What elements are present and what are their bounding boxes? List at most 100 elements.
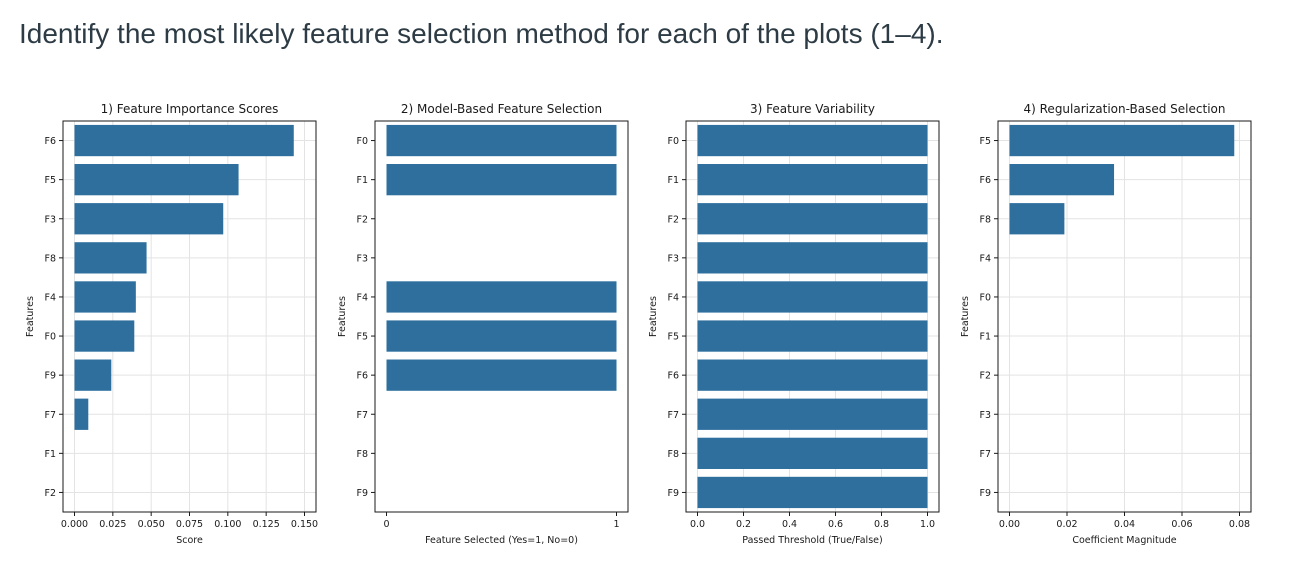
bar-f2 [697,203,928,235]
x-tick-label: 0.0 [690,519,705,530]
y-tick-label: F2 [979,371,991,382]
y-axis-label: Features [648,296,659,337]
x-tick-label: 0.00 [999,519,1020,530]
y-tick-label: F2 [667,214,679,225]
y-tick-label: F9 [979,488,991,499]
bar-f5 [1009,124,1235,157]
bar-f8 [697,437,928,469]
x-axis-label: Score [176,535,203,546]
x-axis-label: Passed Threshold (True/False) [742,535,882,546]
y-tick-label: F0 [667,136,679,147]
bar-f4 [386,281,617,313]
bar-f6 [386,359,617,391]
y-tick-label: F1 [356,175,368,186]
x-tick-label: 0.8 [874,519,889,530]
bar-f4 [697,281,928,313]
x-tick-label: 0.2 [736,519,751,530]
x-tick-label: 1 [613,519,619,530]
y-axis-label: Features [960,296,971,337]
bar-f8 [74,242,147,274]
bar-f6 [74,124,294,157]
y-tick-label: F4 [356,292,368,303]
y-tick-label: F9 [667,488,679,499]
y-axis-label: Features [25,296,36,337]
bar-f1 [386,164,617,196]
bar-f6 [1009,164,1115,196]
y-tick-label: F6 [44,136,56,147]
y-tick-label: F0 [44,332,56,343]
x-tick-label: 0.050 [138,519,165,530]
x-tick-label: 0.04 [1114,519,1135,530]
y-tick-label: F9 [44,371,56,382]
y-tick-label: F0 [979,292,991,303]
y-tick-label: F3 [44,214,56,225]
y-axis-label: Features [337,296,348,337]
bar-f8 [1009,203,1065,235]
y-tick-label: F6 [979,175,991,186]
bar-f5 [697,320,928,352]
bar-f6 [697,359,928,391]
y-tick-label: F3 [356,253,368,264]
x-tick-label: 0 [383,519,389,530]
chart-panel-1: F6 F5 F3 F8 F4 F0 F9 F7 F1 F2 0.000 0.025 0.050 0.075… [25,102,318,546]
y-tick-label: F4 [44,292,56,303]
chart-panel-2: F0 F1 F2 F3 F4 F5 F6 F7 F8 F9 0 1 2) Model-Based Fea… [337,102,629,546]
x-tick-label: 0.4 [782,519,797,530]
y-tick-label: F5 [356,332,368,343]
bar-f4 [74,281,136,313]
y-tick-label: F4 [667,292,679,303]
y-tick-label: F8 [667,449,679,460]
y-tick-label: F2 [356,214,368,225]
x-axis-label: Feature Selected (Yes=1, No=0) [425,535,578,546]
bar-f3 [74,203,224,235]
x-tick-label: 0.150 [291,519,318,530]
bar-f5 [386,320,617,352]
chart-title: 2) Model-Based Feature Selection [401,102,602,116]
bar-f9 [74,359,112,391]
x-tick-label: 0.000 [61,519,88,530]
y-tick-label: F7 [356,410,368,421]
x-axis-label: Coefficient Magnitude [1072,535,1176,546]
x-tick-label: 0.125 [253,519,280,530]
y-tick-label: F5 [44,175,56,186]
plot-frame [685,120,940,513]
plot-frame [374,120,629,513]
y-tick-label: F8 [356,449,368,460]
bar-f3 [697,242,928,274]
y-tick-label: F9 [356,488,368,499]
chart-title: 4) Regularization-Based Selection [1024,102,1226,116]
x-tick-label: 0.025 [99,519,126,530]
chart-title: 3) Feature Variability [750,102,875,116]
x-tick-label: 0.075 [176,519,203,530]
y-tick-label: F7 [979,449,991,460]
bar-f0 [386,124,617,157]
y-tick-label: F7 [44,410,56,421]
y-tick-label: F8 [44,253,56,264]
chart-panel-4: F5 F6 F8 F4 F0 F1 F2 F3 F7 F9 0.00 0.02 0.04 0.06 0.08… [960,102,1252,546]
x-tick-label: 0.08 [1229,519,1250,530]
y-tick-label: F5 [667,332,679,343]
y-tick-label: F4 [979,253,991,264]
y-tick-label: F1 [667,175,679,186]
y-tick-label: F6 [356,371,368,382]
y-tick-label: F0 [356,136,368,147]
y-tick-label: F1 [44,449,56,460]
chart-panel-3: F0 F1 F2 F3 F4 F5 F6 F7 F8 F9 0.0 0.2 0.4 0.6 0.8 1.0 3)… [648,102,940,546]
bar-f0 [697,124,928,157]
question-text: Identify the most likely feature selecti… [19,18,944,49]
y-tick-label: F6 [667,371,679,382]
y-tick-label: F5 [979,136,991,147]
y-tick-label: F3 [979,410,991,421]
y-tick-label: F2 [44,488,56,499]
y-tick-label: F3 [667,253,679,264]
x-tick-label: 0.02 [1056,519,1077,530]
y-tick-label: F8 [979,214,991,225]
bar-f7 [697,398,928,430]
x-tick-label: 1.0 [920,519,935,530]
y-tick-label: F7 [667,410,679,421]
bar-f5 [74,164,239,196]
bar-f1 [697,164,928,196]
chart-title: 1) Feature Importance Scores [101,102,279,116]
x-tick-label: 0.6 [828,519,843,530]
